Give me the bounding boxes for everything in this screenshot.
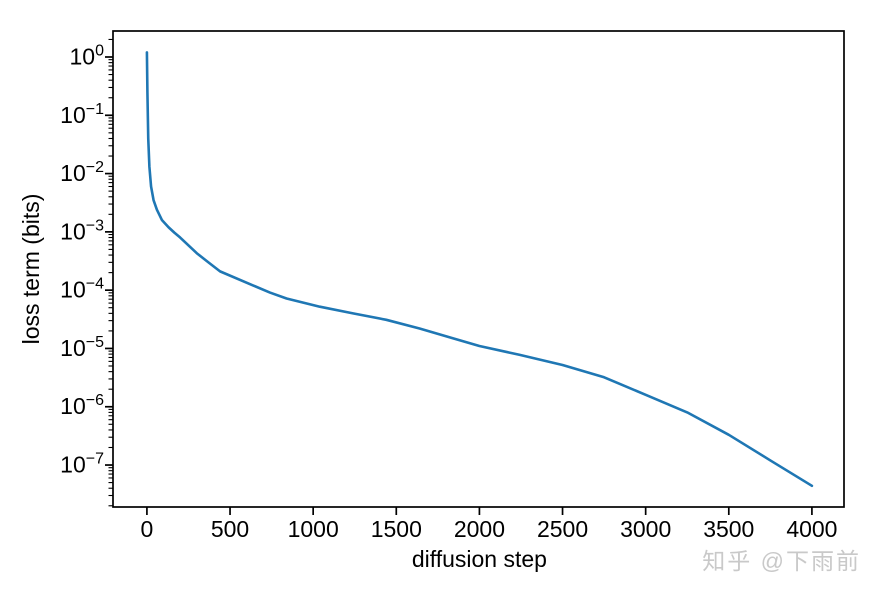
x-tick-label: 2500 xyxy=(537,516,588,542)
x-tick-label: 1500 xyxy=(371,516,422,542)
y-tick-label: 10−7 xyxy=(60,451,104,478)
x-tick-label: 0 xyxy=(141,516,154,542)
y-tick-label: 10−1 xyxy=(60,101,104,128)
plot-border xyxy=(112,30,845,508)
y-tick-label: 10−6 xyxy=(60,392,104,419)
y-axis-label: loss term (bits) xyxy=(18,194,44,345)
x-tick-label: 500 xyxy=(211,516,249,542)
x-tick-label: 3500 xyxy=(703,516,754,542)
y-tick-label: 10−3 xyxy=(60,217,104,244)
x-axis-label: diffusion step xyxy=(412,546,547,572)
y-tick-label: 100 xyxy=(70,42,105,69)
y-tick-label: 10−4 xyxy=(60,276,104,303)
loss-curve-line xyxy=(145,51,814,488)
x-tick-label: 2000 xyxy=(454,516,505,542)
x-tick-label: 1000 xyxy=(288,516,339,542)
y-tick-label: 10−2 xyxy=(60,159,104,186)
watermark-zhihu: 知乎 @下雨前 xyxy=(702,548,861,574)
x-tick-label: 3000 xyxy=(620,516,671,542)
x-tick-label: 4000 xyxy=(786,516,837,542)
y-tick-label: 10−5 xyxy=(60,334,104,361)
